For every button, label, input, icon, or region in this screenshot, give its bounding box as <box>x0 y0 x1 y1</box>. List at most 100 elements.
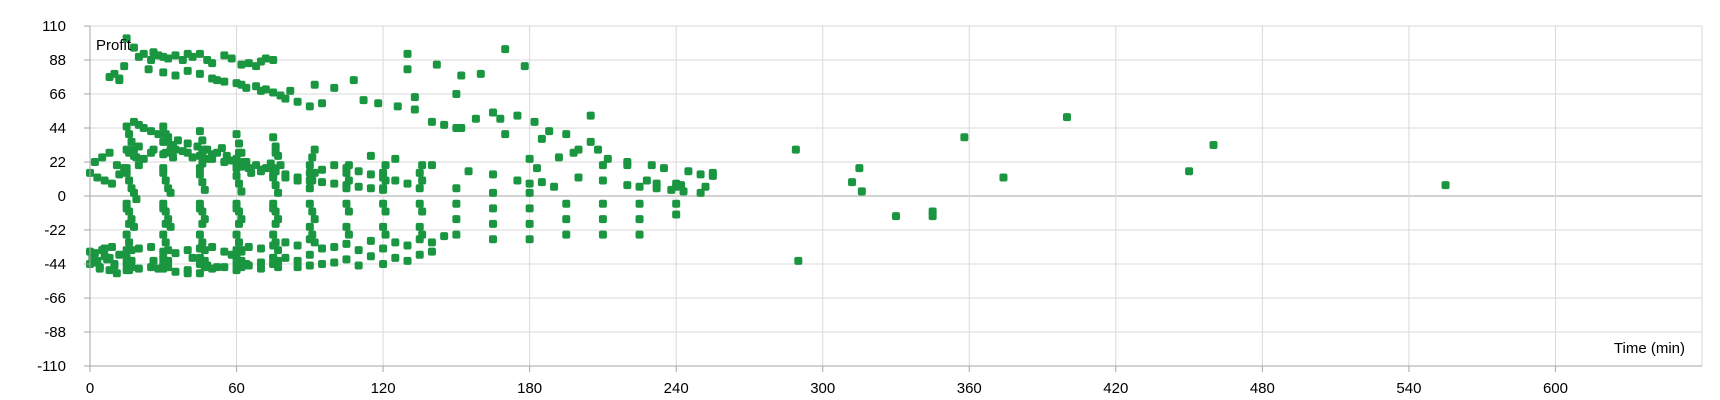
data-point <box>537 134 546 143</box>
data-point <box>452 90 461 98</box>
data-point <box>330 258 339 267</box>
data-point <box>642 176 651 185</box>
data-point <box>269 88 278 97</box>
data-point <box>198 219 207 228</box>
data-point <box>159 150 168 159</box>
data-point <box>305 161 314 170</box>
data-point <box>464 167 473 176</box>
x-tick-label: 60 <box>228 380 245 397</box>
data-point <box>281 94 290 103</box>
data-point <box>171 267 180 276</box>
data-point <box>227 54 236 63</box>
data-point <box>159 137 168 146</box>
data-point <box>132 195 141 204</box>
data-point <box>269 230 278 239</box>
data-point <box>129 43 138 52</box>
data-point <box>342 184 351 193</box>
data-point <box>134 244 143 253</box>
data-point <box>672 210 681 219</box>
data-point <box>432 60 441 69</box>
data-point <box>159 122 168 131</box>
data-point <box>452 230 461 239</box>
data-point <box>134 264 143 273</box>
y-tick-label: 88 <box>49 52 66 69</box>
data-point <box>195 244 204 253</box>
x-tick-label: 360 <box>957 380 982 397</box>
data-point <box>598 215 607 224</box>
data-point <box>269 170 278 179</box>
data-point <box>171 71 180 80</box>
y-axis-title: Profit <box>96 37 132 54</box>
data-point <box>244 243 253 251</box>
data-point <box>171 51 180 60</box>
data-point <box>149 256 158 265</box>
data-point <box>623 181 632 190</box>
data-point <box>440 232 449 241</box>
data-point <box>379 244 388 253</box>
data-point <box>234 219 243 228</box>
data-point <box>154 130 163 139</box>
data-point <box>242 260 251 268</box>
x-tick-label: 300 <box>810 380 835 397</box>
data-point <box>525 235 534 244</box>
data-point <box>220 77 229 86</box>
data-point <box>452 199 461 208</box>
y-tick-label: -66 <box>44 290 66 307</box>
data-point <box>598 199 607 208</box>
data-point <box>242 83 251 92</box>
data-point <box>281 173 290 182</box>
data-point <box>125 219 134 228</box>
data-point <box>159 247 168 256</box>
data-point <box>125 130 134 139</box>
data-point <box>403 179 412 188</box>
data-point <box>513 176 522 185</box>
data-point <box>489 170 497 179</box>
data-point <box>659 164 668 173</box>
data-point <box>892 212 900 221</box>
data-point <box>237 187 246 196</box>
data-point <box>256 264 265 273</box>
gridlines <box>89 25 1703 367</box>
data-point <box>183 269 192 278</box>
data-point <box>232 171 241 180</box>
data-point <box>310 80 319 89</box>
data-point <box>161 130 170 139</box>
data-point <box>318 99 327 108</box>
data-point <box>457 71 466 80</box>
data-point <box>271 148 280 157</box>
data-point <box>354 246 363 255</box>
axes: 110 88 66 44 22 0 -22 -44 -66 -88 -110 0 60 120 180 240… <box>37 18 1702 397</box>
data-point <box>318 178 327 187</box>
data-point <box>672 199 681 208</box>
data-point <box>391 154 400 163</box>
y-tick-label: -22 <box>44 222 66 239</box>
data-point <box>379 184 388 193</box>
data-point <box>107 243 116 251</box>
data-point <box>1441 181 1450 190</box>
data-point <box>598 161 607 170</box>
data-point <box>127 137 136 146</box>
data-point <box>308 207 317 216</box>
data-point <box>293 256 302 265</box>
data-point <box>286 86 295 95</box>
data-point <box>679 187 688 196</box>
data-point <box>159 68 168 77</box>
data-point <box>403 49 412 58</box>
data-point <box>374 99 383 108</box>
y-tick-label: 66 <box>49 86 66 103</box>
data-point <box>256 165 265 174</box>
data-point <box>159 230 168 239</box>
data-point <box>342 239 351 248</box>
data-point <box>166 188 175 197</box>
data-point <box>195 170 204 179</box>
data-point <box>366 170 375 179</box>
data-point <box>318 165 327 174</box>
data-point <box>149 145 158 154</box>
data-point <box>183 246 192 255</box>
data-point <box>234 148 243 157</box>
data-point <box>427 247 436 256</box>
data-point <box>256 258 265 267</box>
data-point <box>415 168 424 177</box>
data-point <box>271 181 280 190</box>
y-tick-label: -110 <box>37 358 66 375</box>
